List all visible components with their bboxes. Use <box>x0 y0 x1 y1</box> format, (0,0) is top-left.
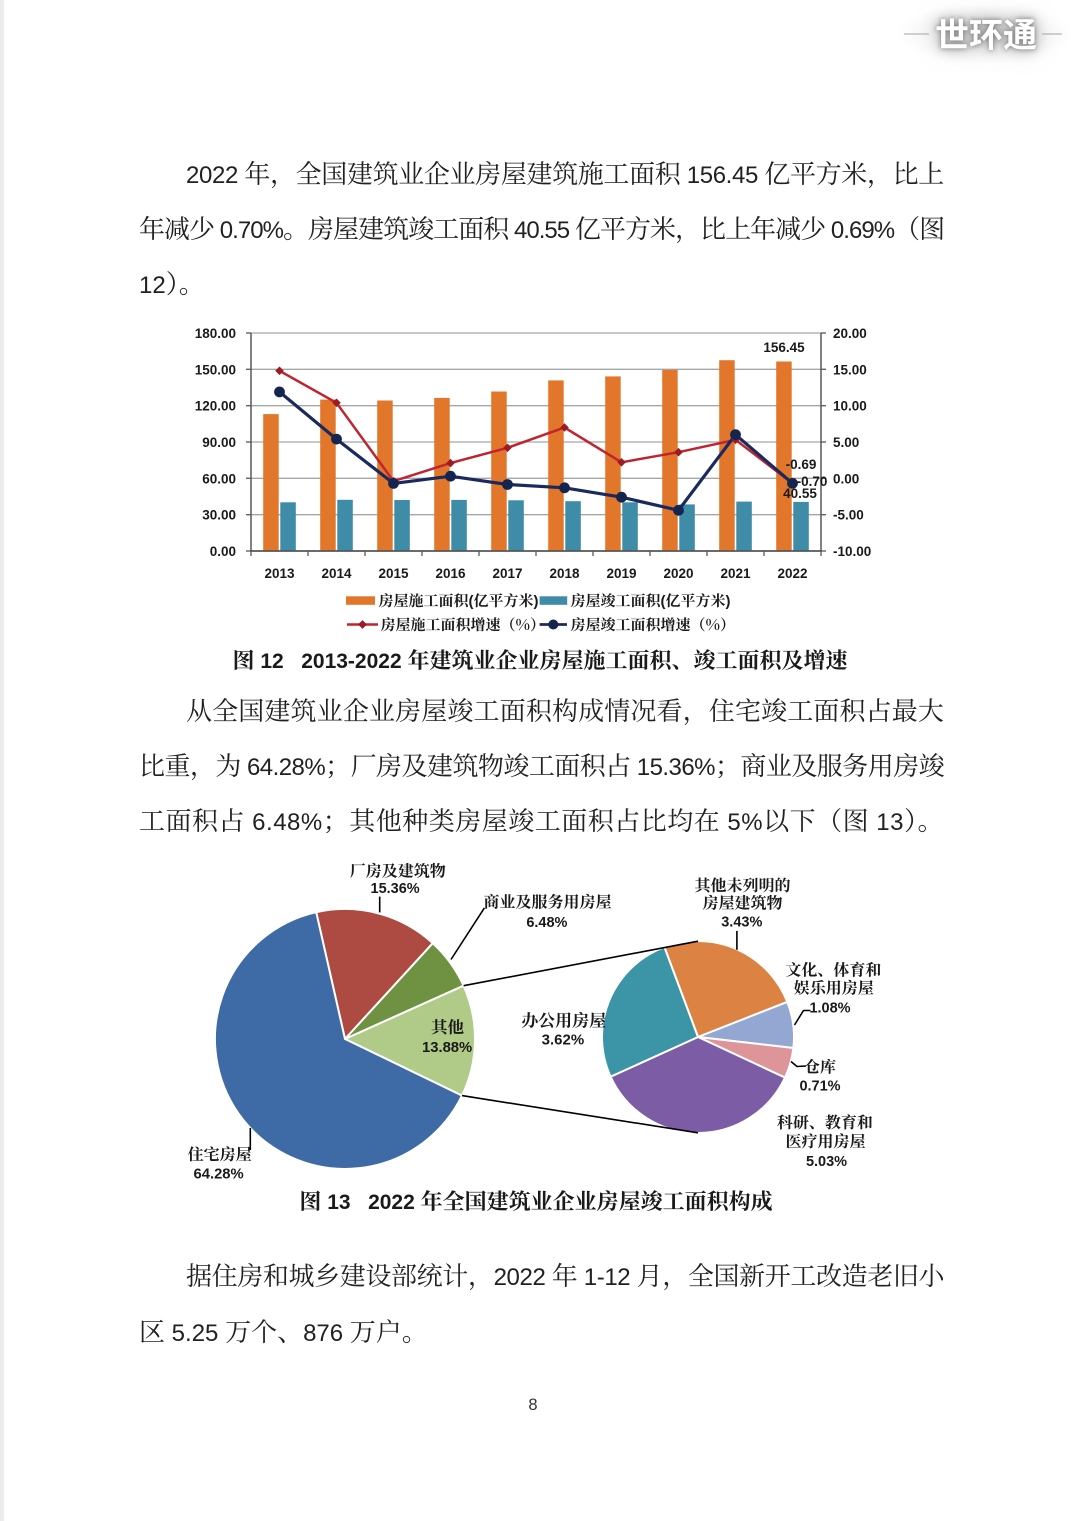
svg-text:5.00: 5.00 <box>833 435 859 450</box>
svg-text:0.00: 0.00 <box>833 471 859 486</box>
svg-text:房屋施工面积(亿平方米): 房屋施工面积(亿平方米) <box>379 590 539 611</box>
svg-text:房屋竣工面积增速（%）: 房屋竣工面积增速（%） <box>571 614 736 635</box>
svg-text:房屋施工面积增速（%）: 房屋施工面积增速（%） <box>381 614 546 635</box>
svg-text:1.08%: 1.08% <box>809 1000 850 1016</box>
svg-text:2020: 2020 <box>663 566 693 581</box>
svg-text:3.62%: 3.62% <box>542 1031 585 1048</box>
svg-text:-5.00: -5.00 <box>833 508 864 523</box>
svg-text:科研、教育和: 科研、教育和 <box>777 1110 873 1133</box>
svg-text:文化、体育和: 文化、体育和 <box>785 958 881 981</box>
svg-text:150.00: 150.00 <box>195 362 236 377</box>
svg-text:-0.70: -0.70 <box>797 474 828 489</box>
svg-text:3.43%: 3.43% <box>721 914 762 930</box>
svg-text:-0.69: -0.69 <box>786 457 817 472</box>
svg-text:商业及服务用房屋: 商业及服务用房屋 <box>483 890 611 913</box>
svg-text:180.00: 180.00 <box>195 326 236 341</box>
svg-text:10.00: 10.00 <box>833 399 867 414</box>
svg-text:0.00: 0.00 <box>210 544 236 559</box>
svg-text:2019: 2019 <box>606 566 636 581</box>
svg-text:厂房及建筑物: 厂房及建筑物 <box>350 859 446 882</box>
svg-text:13.88%: 13.88% <box>422 1040 472 1056</box>
svg-text:娱乐用房屋: 娱乐用房屋 <box>794 976 874 999</box>
svg-text:房屋建筑物: 房屋建筑物 <box>702 890 782 913</box>
svg-text:住宅房屋: 住宅房屋 <box>188 1142 252 1165</box>
svg-text:2017: 2017 <box>492 566 522 581</box>
svg-text:60.00: 60.00 <box>202 471 236 486</box>
svg-text:120.00: 120.00 <box>195 399 236 414</box>
svg-text:156.45: 156.45 <box>763 340 805 355</box>
svg-text:2014: 2014 <box>321 566 352 581</box>
svg-text:其他未列明的: 其他未列明的 <box>694 873 790 896</box>
svg-text:64.28%: 64.28% <box>194 1167 244 1183</box>
svg-text:20.00: 20.00 <box>833 326 867 341</box>
svg-text:40.55: 40.55 <box>783 486 817 501</box>
svg-text:2013: 2013 <box>264 566 295 581</box>
svg-text:仓库: 仓库 <box>804 1055 836 1078</box>
svg-text:2022: 2022 <box>777 566 807 581</box>
svg-text:-10.00: -10.00 <box>833 544 871 559</box>
svg-text:2018: 2018 <box>549 566 580 581</box>
svg-text:2015: 2015 <box>378 566 409 581</box>
svg-text:办公用房屋: 办公用房屋 <box>521 1007 606 1032</box>
svg-text:15.36%: 15.36% <box>371 881 420 897</box>
svg-text:0.71%: 0.71% <box>799 1078 840 1094</box>
svg-text:2021: 2021 <box>720 566 751 581</box>
svg-text:90.00: 90.00 <box>202 435 236 450</box>
svg-text:30.00: 30.00 <box>202 508 236 523</box>
svg-text:6.48%: 6.48% <box>526 915 567 931</box>
svg-text:5.03%: 5.03% <box>806 1154 847 1170</box>
svg-text:2016: 2016 <box>435 566 466 581</box>
svg-text:其他: 其他 <box>431 1014 465 1038</box>
svg-text:房屋竣工面积(亿平方米): 房屋竣工面积(亿平方米) <box>571 590 731 611</box>
svg-text:医疗用房屋: 医疗用房屋 <box>785 1129 865 1152</box>
svg-text:15.00: 15.00 <box>833 362 867 377</box>
